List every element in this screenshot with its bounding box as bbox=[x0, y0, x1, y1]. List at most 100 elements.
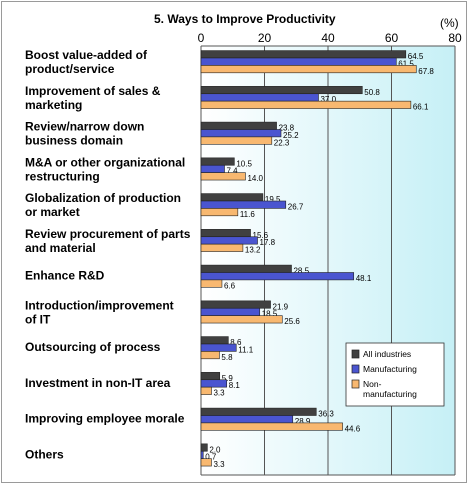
bar-all bbox=[200, 372, 221, 381]
category-label: Globalization of production bbox=[25, 191, 181, 205]
data-label: 66.1 bbox=[413, 103, 429, 112]
bar-non bbox=[200, 243, 244, 252]
legend-swatch-non bbox=[351, 379, 360, 389]
bar-non bbox=[200, 65, 417, 74]
legend-label: manufacturing bbox=[363, 389, 417, 399]
bar-mfg bbox=[200, 93, 319, 102]
bar-mfg bbox=[200, 379, 228, 388]
bar-all bbox=[200, 229, 251, 238]
bar-mfg bbox=[200, 450, 204, 459]
data-label: 13.2 bbox=[245, 246, 261, 255]
bar-non bbox=[200, 422, 343, 431]
bar-non bbox=[200, 172, 246, 181]
data-label: 8.1 bbox=[229, 381, 241, 390]
bar-mfg bbox=[200, 343, 237, 352]
bar-all bbox=[200, 407, 317, 416]
x-tick-label: 60 bbox=[385, 31, 399, 45]
data-label: 21.9 bbox=[273, 302, 289, 311]
category-label: product/service bbox=[25, 62, 115, 76]
data-label: 3.3 bbox=[213, 389, 225, 398]
data-label: 14.0 bbox=[247, 174, 263, 183]
legend-label: All industries bbox=[363, 349, 411, 359]
category-label: Improving employee morale bbox=[25, 412, 185, 426]
legend-label: Manufacturing bbox=[363, 364, 417, 374]
bar-all bbox=[200, 86, 363, 95]
bar-all bbox=[200, 264, 292, 273]
bar-mfg bbox=[200, 236, 258, 245]
unit-label: (%) bbox=[440, 16, 459, 30]
data-label: 50.8 bbox=[364, 88, 380, 97]
data-label: 22.3 bbox=[274, 138, 290, 147]
category-label: restructuring bbox=[25, 169, 100, 183]
bar-mfg bbox=[200, 307, 261, 316]
data-label: 28.9 bbox=[295, 417, 311, 426]
data-label: 3.3 bbox=[213, 460, 225, 469]
bar-mfg bbox=[200, 415, 294, 424]
data-label: 2.0 bbox=[209, 445, 221, 454]
bar-mfg bbox=[200, 57, 397, 66]
data-label: 6.6 bbox=[224, 281, 236, 290]
data-label: 28.5 bbox=[293, 267, 309, 276]
legend-label: Non- bbox=[363, 379, 382, 389]
bar-all bbox=[200, 121, 277, 130]
bar-mfg bbox=[200, 164, 225, 173]
data-label: 25.6 bbox=[284, 317, 300, 326]
bar-non bbox=[200, 458, 212, 467]
legend-swatch-all bbox=[351, 349, 360, 359]
bar-mfg bbox=[200, 200, 287, 209]
category-label: or market bbox=[25, 205, 80, 219]
category-label: Review procurement of parts bbox=[25, 227, 191, 241]
category-label: Introduction/improvement bbox=[25, 298, 174, 312]
data-label: 37.0 bbox=[320, 95, 336, 104]
bar-non bbox=[200, 315, 283, 324]
data-label: 67.8 bbox=[418, 67, 434, 76]
bar-mfg bbox=[200, 272, 355, 281]
data-label: 11.6 bbox=[240, 210, 256, 219]
data-label: 25.2 bbox=[283, 131, 299, 140]
data-label: 0.7 bbox=[205, 453, 217, 462]
bar-non bbox=[200, 208, 239, 217]
data-label: 61.5 bbox=[398, 59, 414, 68]
category-label: Enhance R&D bbox=[25, 269, 105, 283]
x-tick-label: 20 bbox=[258, 31, 272, 45]
x-tick-label: 80 bbox=[448, 31, 462, 45]
bar-non bbox=[200, 386, 212, 395]
category-label: business domain bbox=[25, 134, 123, 148]
data-label: 64.5 bbox=[408, 52, 424, 61]
bar-all bbox=[200, 193, 264, 202]
legend-swatch-mfg bbox=[351, 364, 360, 374]
bar-all bbox=[200, 50, 407, 59]
category-label: M&A or other organizational bbox=[25, 155, 185, 169]
data-label: 18.5 bbox=[262, 310, 278, 319]
bar-non bbox=[200, 100, 412, 109]
data-label: 36.3 bbox=[318, 410, 334, 419]
bar-non bbox=[200, 279, 223, 288]
data-label: 11.1 bbox=[238, 345, 254, 354]
category-label: Outsourcing of process bbox=[25, 340, 161, 354]
data-label: 23.8 bbox=[279, 124, 295, 133]
category-label: marketing bbox=[25, 98, 82, 112]
chart-title: 5. Ways to Improve Productivity bbox=[154, 12, 336, 26]
category-label: Review/narrow down bbox=[25, 120, 144, 134]
bar-non bbox=[200, 136, 273, 145]
bar-all bbox=[200, 300, 271, 309]
data-label: 26.7 bbox=[288, 202, 304, 211]
x-tick-label: 40 bbox=[321, 31, 335, 45]
category-label: Boost value-added of bbox=[25, 48, 148, 62]
legend-box bbox=[345, 342, 445, 407]
bar-all bbox=[200, 336, 229, 345]
data-label: 48.1 bbox=[356, 274, 372, 283]
category-label: of IT bbox=[25, 312, 51, 326]
x-tick-label: 0 bbox=[198, 31, 205, 45]
data-label: 5.8 bbox=[221, 353, 233, 362]
bar-non bbox=[200, 351, 220, 360]
data-label: 17.8 bbox=[260, 238, 276, 247]
category-label: Improvement of sales & bbox=[25, 84, 161, 98]
bar-mfg bbox=[200, 129, 282, 138]
category-label: Investment in non-IT area bbox=[25, 376, 171, 390]
data-label: 15.6 bbox=[253, 231, 269, 240]
data-label: 5.9 bbox=[222, 374, 234, 383]
bar-all bbox=[200, 157, 235, 166]
